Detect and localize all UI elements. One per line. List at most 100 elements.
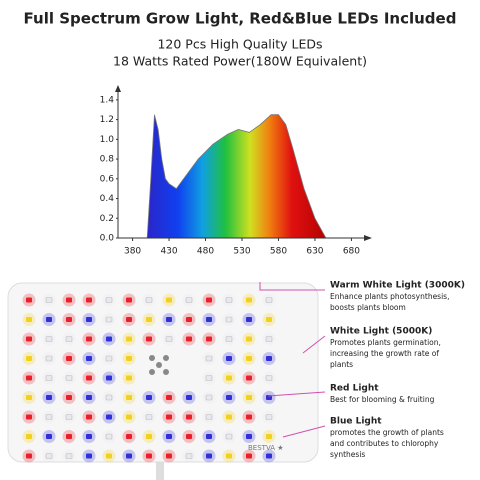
callout-text: Enhance plants photosynthesis,	[330, 292, 449, 301]
led	[226, 453, 232, 459]
led	[26, 414, 32, 420]
y-tick-label: 1.2	[100, 115, 114, 125]
connectors	[259, 282, 326, 438]
subtitle: 18 Watts Rated Power(180W Equivalent)	[113, 54, 367, 69]
led	[246, 356, 252, 361]
led	[186, 414, 192, 420]
led	[166, 414, 172, 420]
led	[266, 356, 272, 361]
led	[105, 433, 113, 440]
led	[246, 414, 252, 420]
led	[226, 356, 232, 361]
led	[246, 336, 252, 342]
led	[205, 375, 213, 381]
x-tick-label: 680	[343, 247, 360, 257]
led	[86, 356, 92, 361]
led	[66, 317, 72, 322]
led-panel: BESTVA ★	[7, 282, 319, 480]
led	[65, 414, 73, 420]
led	[126, 395, 132, 400]
led	[65, 336, 73, 342]
led	[86, 453, 92, 459]
spectrum-area	[146, 114, 327, 239]
led	[145, 297, 153, 303]
led	[205, 414, 213, 420]
led	[146, 434, 152, 439]
led	[106, 375, 112, 381]
y-tick-label: 0.6	[100, 174, 115, 184]
callouts: Warm White Light (3000K)Enhance plants p…	[330, 281, 465, 460]
led	[265, 297, 273, 303]
chart: 0.0 0.2 0.4 0.6 0.8 1.0 1.2 1.4 380 430 480 530 580 6…	[100, 85, 372, 257]
led	[26, 434, 32, 439]
led	[265, 414, 273, 420]
led	[246, 395, 252, 400]
led	[66, 356, 72, 361]
led	[86, 395, 92, 400]
led	[186, 317, 192, 322]
led	[45, 336, 53, 342]
led	[105, 355, 113, 362]
subtitle: 120 Pcs High Quality LEDs	[157, 37, 322, 52]
x-tick-label: 530	[233, 247, 250, 257]
led	[86, 375, 92, 381]
led	[206, 434, 212, 439]
led	[265, 336, 273, 342]
led	[266, 453, 272, 459]
led	[225, 316, 233, 323]
led	[226, 414, 232, 420]
led	[65, 453, 73, 459]
led	[186, 336, 192, 342]
screw	[149, 355, 155, 361]
led	[246, 453, 252, 459]
screw	[156, 362, 162, 368]
led	[166, 297, 172, 303]
led	[26, 375, 32, 381]
led	[126, 356, 132, 361]
y-tick-label: 0.2	[100, 214, 114, 224]
led	[126, 375, 132, 381]
connector	[267, 391, 326, 397]
y-tick-label: 0.0	[100, 234, 115, 244]
y-tick-label: 1.0	[100, 135, 115, 145]
led	[266, 317, 272, 322]
y-tick-label: 1.4	[100, 95, 115, 105]
led	[265, 375, 273, 381]
x-tick-label: 480	[197, 247, 214, 257]
led	[126, 317, 132, 322]
callout-text: boosts plants bloom	[330, 303, 406, 312]
callout-title: White Light (5000K)	[330, 327, 432, 337]
led	[186, 434, 192, 439]
led	[225, 433, 233, 440]
led	[45, 355, 53, 362]
led	[26, 317, 32, 322]
led	[146, 395, 152, 400]
led	[66, 395, 72, 400]
x-tick-label: 430	[160, 247, 177, 257]
led	[46, 434, 52, 439]
led	[45, 453, 53, 459]
led	[126, 453, 132, 459]
axis-arrow	[115, 85, 121, 92]
led	[225, 297, 233, 303]
led	[186, 395, 192, 400]
led	[86, 414, 92, 420]
led	[45, 375, 53, 381]
led	[66, 434, 72, 439]
led	[106, 336, 112, 342]
led	[165, 336, 173, 342]
led	[86, 317, 92, 322]
led	[146, 317, 152, 322]
led	[66, 297, 72, 303]
x-tick-label: 580	[270, 247, 287, 257]
callout-text: synthesis	[330, 450, 365, 459]
callout-text: and contributes to chlorophy	[330, 439, 439, 448]
callout-title: Blue Light	[330, 417, 382, 427]
led	[26, 395, 32, 400]
led	[126, 434, 132, 439]
led	[225, 336, 233, 342]
led	[246, 375, 252, 381]
led	[105, 297, 113, 303]
led	[26, 453, 32, 459]
led	[26, 336, 32, 342]
